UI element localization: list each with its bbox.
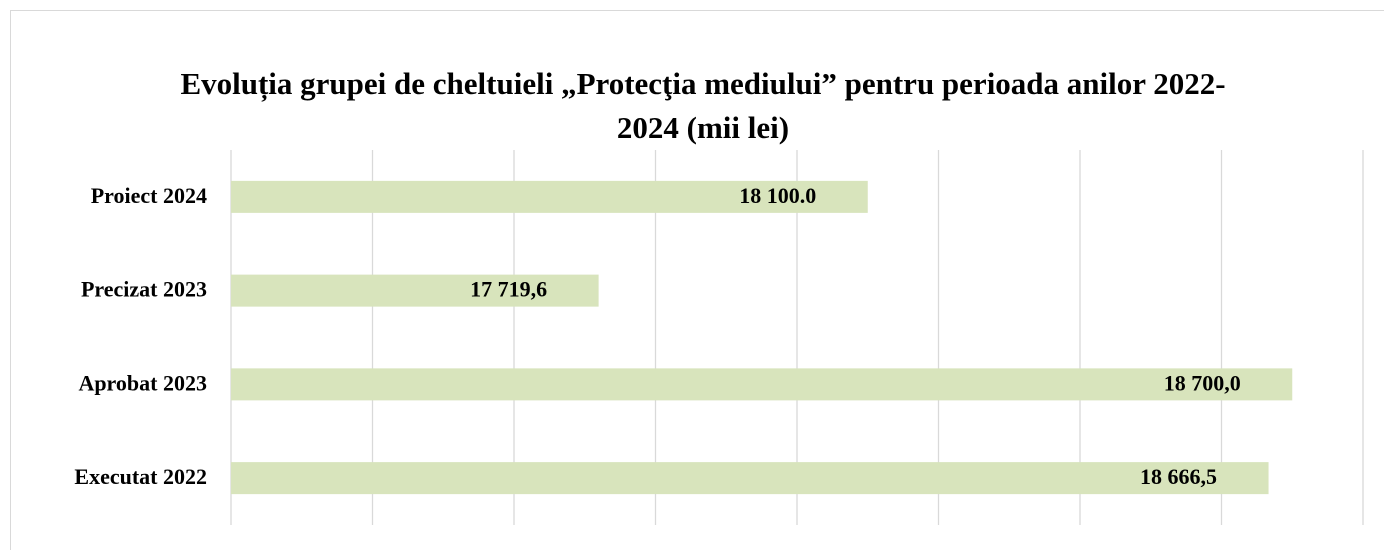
bar — [231, 180, 868, 213]
y-tick-label: Aprobat 2023 — [78, 370, 207, 395]
y-tick-label: Precizat 2023 — [81, 277, 207, 302]
value-label: 18 700,0 — [1164, 370, 1241, 395]
value-label: 18 100.0 — [739, 183, 816, 208]
bar — [231, 368, 1293, 401]
value-label: 18 666,5 — [1140, 464, 1217, 489]
bar — [231, 462, 1269, 495]
chart-title: Evoluția grupei de cheltuieli „Protecţia… — [180, 66, 1226, 145]
value-label: 17 719,6 — [470, 277, 547, 302]
bar — [231, 274, 599, 307]
chart-frame — [10, 10, 1384, 550]
y-tick-label: Proiect 2024 — [91, 183, 207, 208]
y-tick-label: Executat 2022 — [74, 464, 207, 489]
